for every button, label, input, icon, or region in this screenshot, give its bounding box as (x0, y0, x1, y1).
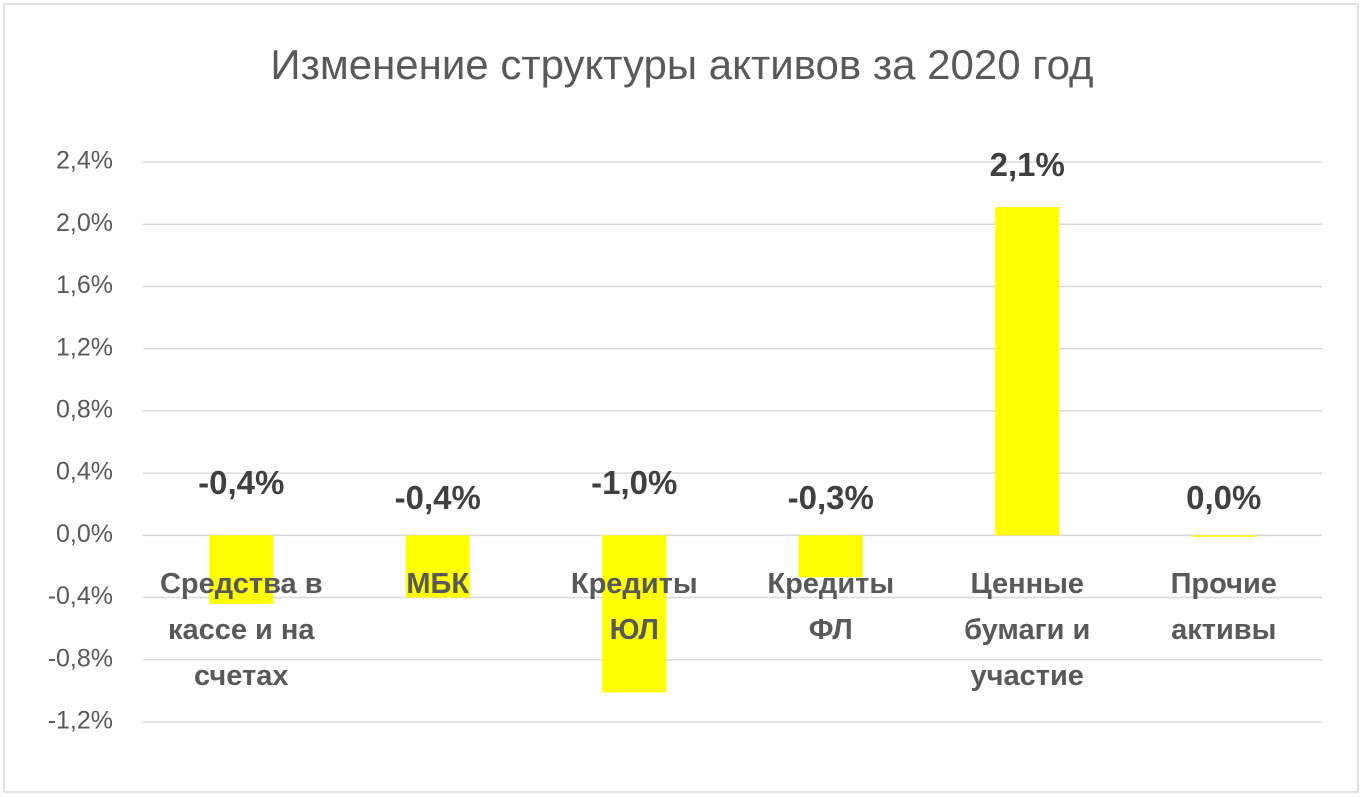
y-tick-label: -1,2% (48, 707, 113, 735)
data-label: -0,3% (788, 479, 874, 516)
data-label: -0,4% (395, 479, 481, 516)
x-tick-label: Ценные бумаги и участие (964, 568, 1091, 693)
chart-border (3, 3, 1359, 793)
y-tick-label: 2,4% (56, 147, 113, 175)
bar (1191, 535, 1256, 537)
bar (798, 535, 863, 578)
bar (995, 207, 1060, 536)
y-tick-label: 0,0% (56, 520, 113, 548)
data-label: -1,0% (591, 464, 677, 501)
x-tick-label: Кредиты ЮЛ (570, 568, 698, 647)
y-tick-label: 0,8% (56, 395, 113, 423)
y-tick-label: 1,2% (56, 333, 113, 361)
x-tick-label: Средства в кассе и на счетах (159, 568, 323, 693)
y-tick-label: -0,8% (48, 644, 113, 672)
bar (209, 535, 274, 604)
data-label: 0,0% (1186, 479, 1261, 516)
y-tick-label: 0,4% (56, 458, 113, 486)
y-tick-label: -0,4% (48, 582, 113, 610)
bar (602, 535, 667, 693)
x-tick-label: Прочие активы (1170, 568, 1277, 647)
chart-title: Изменение структуры активов за 2020 год (270, 41, 1093, 88)
y-tick-label: 2,0% (56, 209, 113, 237)
data-label: 2,1% (990, 146, 1065, 183)
y-tick-label: 1,6% (56, 271, 113, 299)
x-tick-label: МБК (406, 568, 470, 601)
x-tick-label: Кредиты ФЛ (767, 568, 895, 647)
bar (405, 535, 470, 598)
data-label: -0,4% (198, 464, 284, 501)
